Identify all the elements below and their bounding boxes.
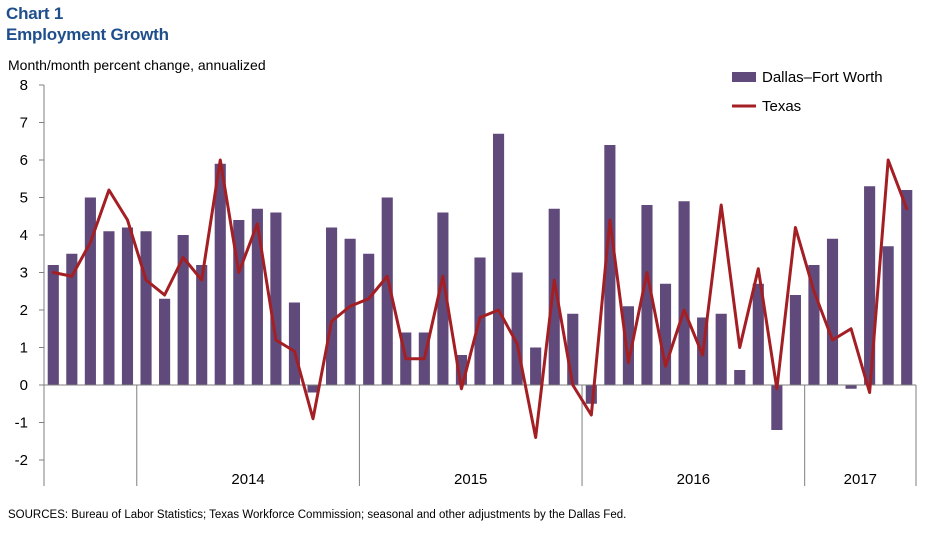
dfw-bar (530, 347, 542, 385)
dfw-bar (140, 231, 152, 385)
dfw-bar (233, 220, 245, 385)
dfw-bar (604, 145, 616, 385)
y-tick-label: 7 (20, 115, 28, 132)
dfw-bar (196, 265, 208, 385)
dfw-bar (437, 212, 449, 385)
chart-title: Employment Growth (6, 25, 169, 44)
dfw-bar (214, 163, 226, 385)
dfw-bar (789, 295, 801, 385)
dfw-bar (159, 298, 171, 385)
dfw-bar (845, 385, 857, 389)
dfw-bar (363, 253, 375, 385)
y-axis-label: Month/month percent change, annualized (8, 57, 266, 73)
x-year-label: 2014 (231, 471, 264, 488)
dfw-bar (715, 313, 727, 385)
dfw-bar (678, 201, 690, 385)
chart-axes: -2 -1 0 1 2 3 4 5 6 7 8 2014 2015 2016 2017 (15, 77, 917, 488)
texas-line (51, 158, 909, 439)
legend-label-texas: Texas (762, 98, 801, 115)
dfw-bar (381, 197, 393, 385)
dfw-bar (622, 306, 634, 385)
dfw-bar (288, 302, 301, 385)
dfw-bar (492, 133, 505, 385)
dfw-bar (771, 385, 783, 430)
dfw-bar (66, 253, 78, 385)
y-tick-label: 3 (20, 265, 28, 282)
y-tick-label: 5 (20, 190, 28, 207)
dfw-bar (659, 283, 672, 385)
dfw-bars (47, 133, 913, 430)
x-year-label: 2016 (677, 471, 710, 488)
dfw-bar (455, 355, 468, 385)
dfw-bar (251, 208, 263, 385)
dfw-bar (84, 197, 96, 385)
dfw-bar (307, 385, 319, 393)
dfw-bar (864, 186, 876, 385)
x-year-label: 2017 (844, 471, 877, 488)
dfw-bar (567, 313, 579, 385)
texas-line-layer (51, 158, 909, 439)
dfw-bar (511, 272, 523, 385)
y-tick-label: 8 (20, 77, 28, 94)
legend: Dallas–Fort Worth Texas (732, 69, 883, 115)
x-year-label: 2015 (454, 471, 487, 488)
dfw-bar (826, 238, 839, 385)
y-tick-label: -2 (15, 452, 28, 469)
dfw-bar (585, 385, 597, 404)
source-note: SOURCES: Bureau of Labor Statistics; Tex… (8, 509, 627, 521)
y-tick-label: 4 (20, 227, 28, 244)
y-tick-label: 0 (20, 377, 28, 394)
dfw-bar (121, 227, 134, 385)
dfw-bar (103, 231, 115, 385)
dfw-bar (47, 265, 59, 385)
y-tick-label: -1 (15, 415, 28, 432)
y-tick-label: 1 (20, 340, 28, 357)
dfw-bar (177, 235, 189, 385)
dfw-bar (344, 238, 356, 385)
dfw-bar (882, 246, 894, 385)
dfw-bar (901, 190, 913, 385)
dfw-bar (734, 370, 746, 385)
dfw-bar (326, 227, 338, 385)
y-tick-label: 2 (20, 302, 28, 319)
dfw-bar (752, 283, 764, 385)
dfw-bar (808, 265, 820, 385)
legend-swatch-dfw (732, 72, 756, 82)
chart-number: Chart 1 (6, 4, 64, 23)
dfw-bar (548, 208, 560, 385)
legend-label-dfw: Dallas–Fort Worth (762, 69, 883, 86)
y-tick-label: 6 (20, 152, 28, 169)
dfw-bar (641, 205, 653, 385)
dfw-bar (270, 212, 282, 385)
